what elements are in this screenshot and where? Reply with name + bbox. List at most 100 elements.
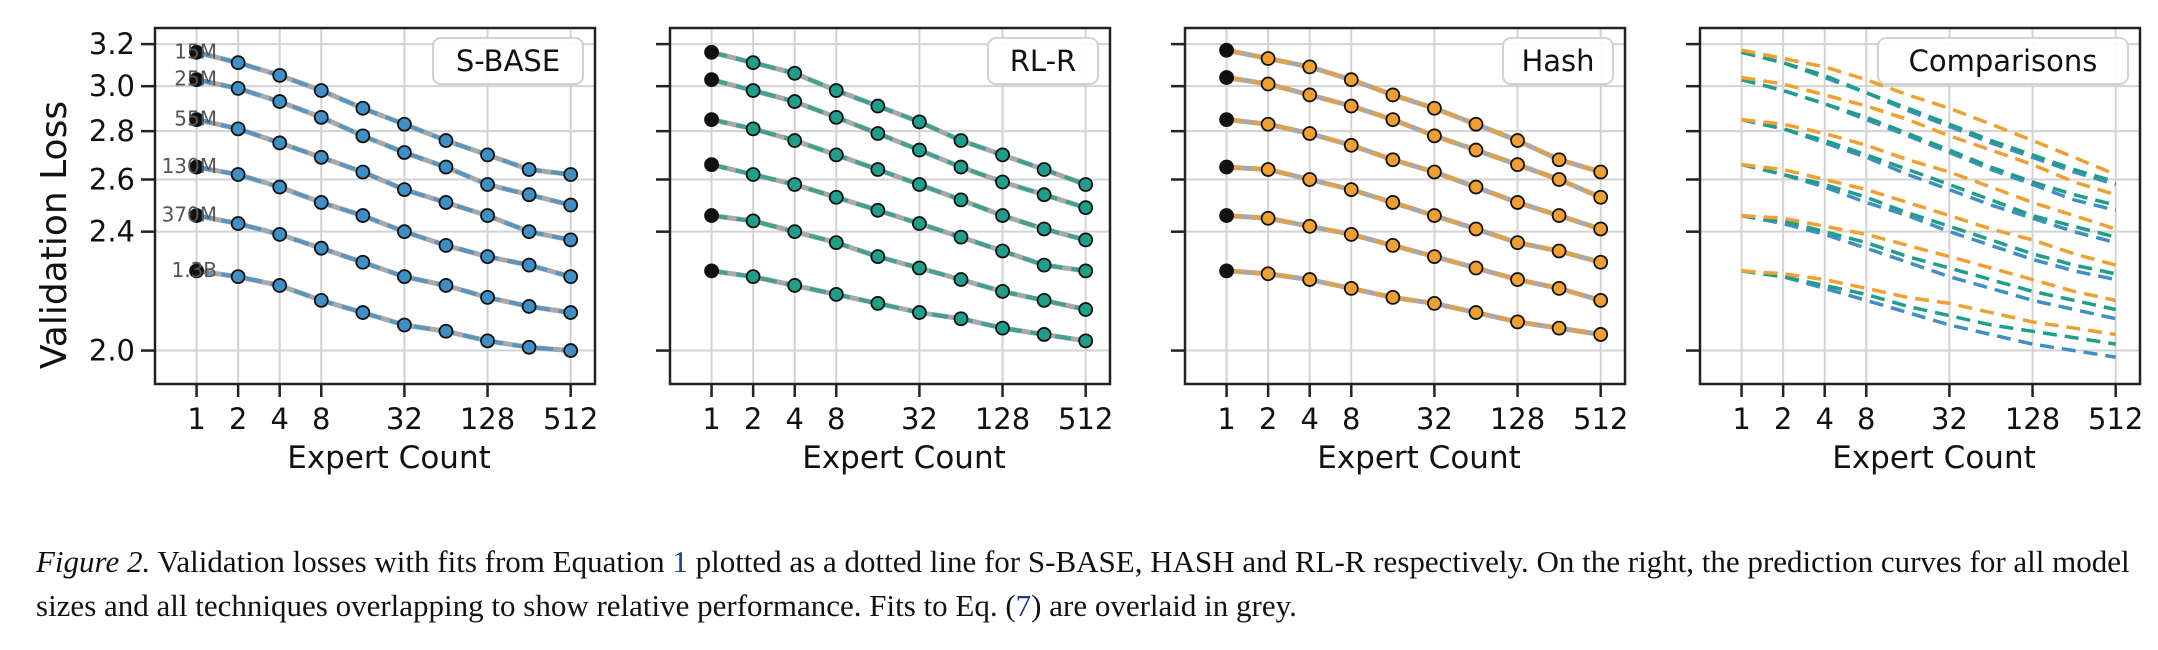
data-point [1510,235,1525,251]
data-point [1343,182,1359,197]
data-point [912,260,927,276]
data-point [1385,195,1401,210]
comparison-line-s-base [1741,269,2116,359]
figure-2: Validation Loss 2.02.42.62.83.03.21 2 4 8 32… [34,26,2143,476]
data-point [480,177,495,192]
data-point [230,55,246,71]
data-point [1427,208,1442,223]
caption-equation-ref-7[interactable]: 7 [1015,588,1032,623]
data-point [1078,200,1094,216]
data-point [870,249,886,264]
data-point [1260,116,1276,132]
x-tick-label: 8 [827,402,845,436]
panel-comparisons: 1 2 4 8 32 128 512 Expert Count Comparisons [1686,26,2143,476]
x-tick-label: 32 [1416,402,1453,436]
data-point [1551,243,1567,259]
data-point [355,305,371,320]
data-point [828,189,844,205]
panel-title-box [987,37,1099,85]
data-point [912,177,927,192]
data-point [1551,152,1567,168]
panel-title: Hash [1521,44,1594,78]
fit-line-rl-r [711,162,1086,273]
data-point [313,149,329,165]
data-point [1468,221,1484,237]
data-point [995,147,1010,163]
data-point [704,112,719,128]
panel-title-box [1502,37,1614,85]
data-point [1078,333,1094,349]
data-point [438,278,454,293]
data-point [272,135,288,151]
data-point [1385,238,1401,253]
fit-line-grey [194,268,574,354]
data-point [355,100,371,116]
data-point [912,114,927,130]
panel-title-box [1877,37,2129,85]
data-point [953,159,969,175]
data-point [1036,327,1052,342]
data-point [189,263,204,279]
data-point [563,167,579,182]
data-point [189,112,204,128]
comparison-line-hash [1741,269,2116,337]
data-point [1343,226,1359,242]
data-point [521,299,537,314]
data-point [230,269,246,285]
data-point [563,305,579,320]
caption-sep: , [1134,544,1151,579]
data-point [1593,292,1609,308]
data-point [1219,42,1234,58]
comparison-line-rl-r [1741,162,2117,276]
x-tick-label: 2 [1259,402,1277,436]
data-point [1510,133,1525,148]
data-point [397,269,412,285]
data-point [1302,126,1318,141]
data-point [230,121,246,137]
data-point [1219,112,1234,128]
fit-line-s-base [196,77,572,208]
y-tick-label: 2.8 [89,114,135,148]
data-point [230,167,246,182]
data-point [1078,232,1094,248]
x-tick-label: 32 [386,402,423,436]
model-size-label: 15M [174,39,217,63]
x-tick-label: 1 [1217,402,1235,436]
data-point [870,202,886,218]
y-tick-label: 2.4 [89,215,135,249]
fit-line-grey [194,77,574,208]
panel-title: Comparisons [1909,44,2098,78]
data-point [1343,281,1359,296]
fit-line-hash [1226,165,1602,265]
x-tick-label: 8 [312,402,330,436]
fit-line-hash [1226,213,1602,303]
figure-caption: Figure 2. Validation losses with fits fr… [36,540,2136,628]
x-tick-label: 512 [2088,402,2143,436]
caption-equation-ref-1[interactable]: 1 [672,544,688,579]
data-point [828,235,844,251]
data-point [438,159,454,175]
data-point [480,208,495,223]
x-tick-label: 4 [785,402,803,436]
fit-line-grey [1224,213,1604,303]
caption-and: and [1234,544,1295,579]
x-tick-label: 128 [1490,402,1545,436]
data-point [870,126,886,141]
data-point [870,162,886,177]
data-point [438,133,454,148]
caption-rlr: RL-R [1294,544,1366,579]
data-point [1219,70,1234,85]
data-point [995,174,1010,190]
x-axis-label: Expert Count [1317,440,1521,476]
data-point [1036,257,1052,273]
comparison-line-rl-r [1741,269,2116,346]
data-point [1036,187,1052,203]
data-point [1593,164,1609,180]
y-axis-label: Validation Loss [34,101,75,369]
data-point [438,238,454,253]
data-point [480,333,495,349]
data-point [953,192,969,208]
panel-title: S-BASE [456,44,560,78]
data-point [189,159,204,175]
